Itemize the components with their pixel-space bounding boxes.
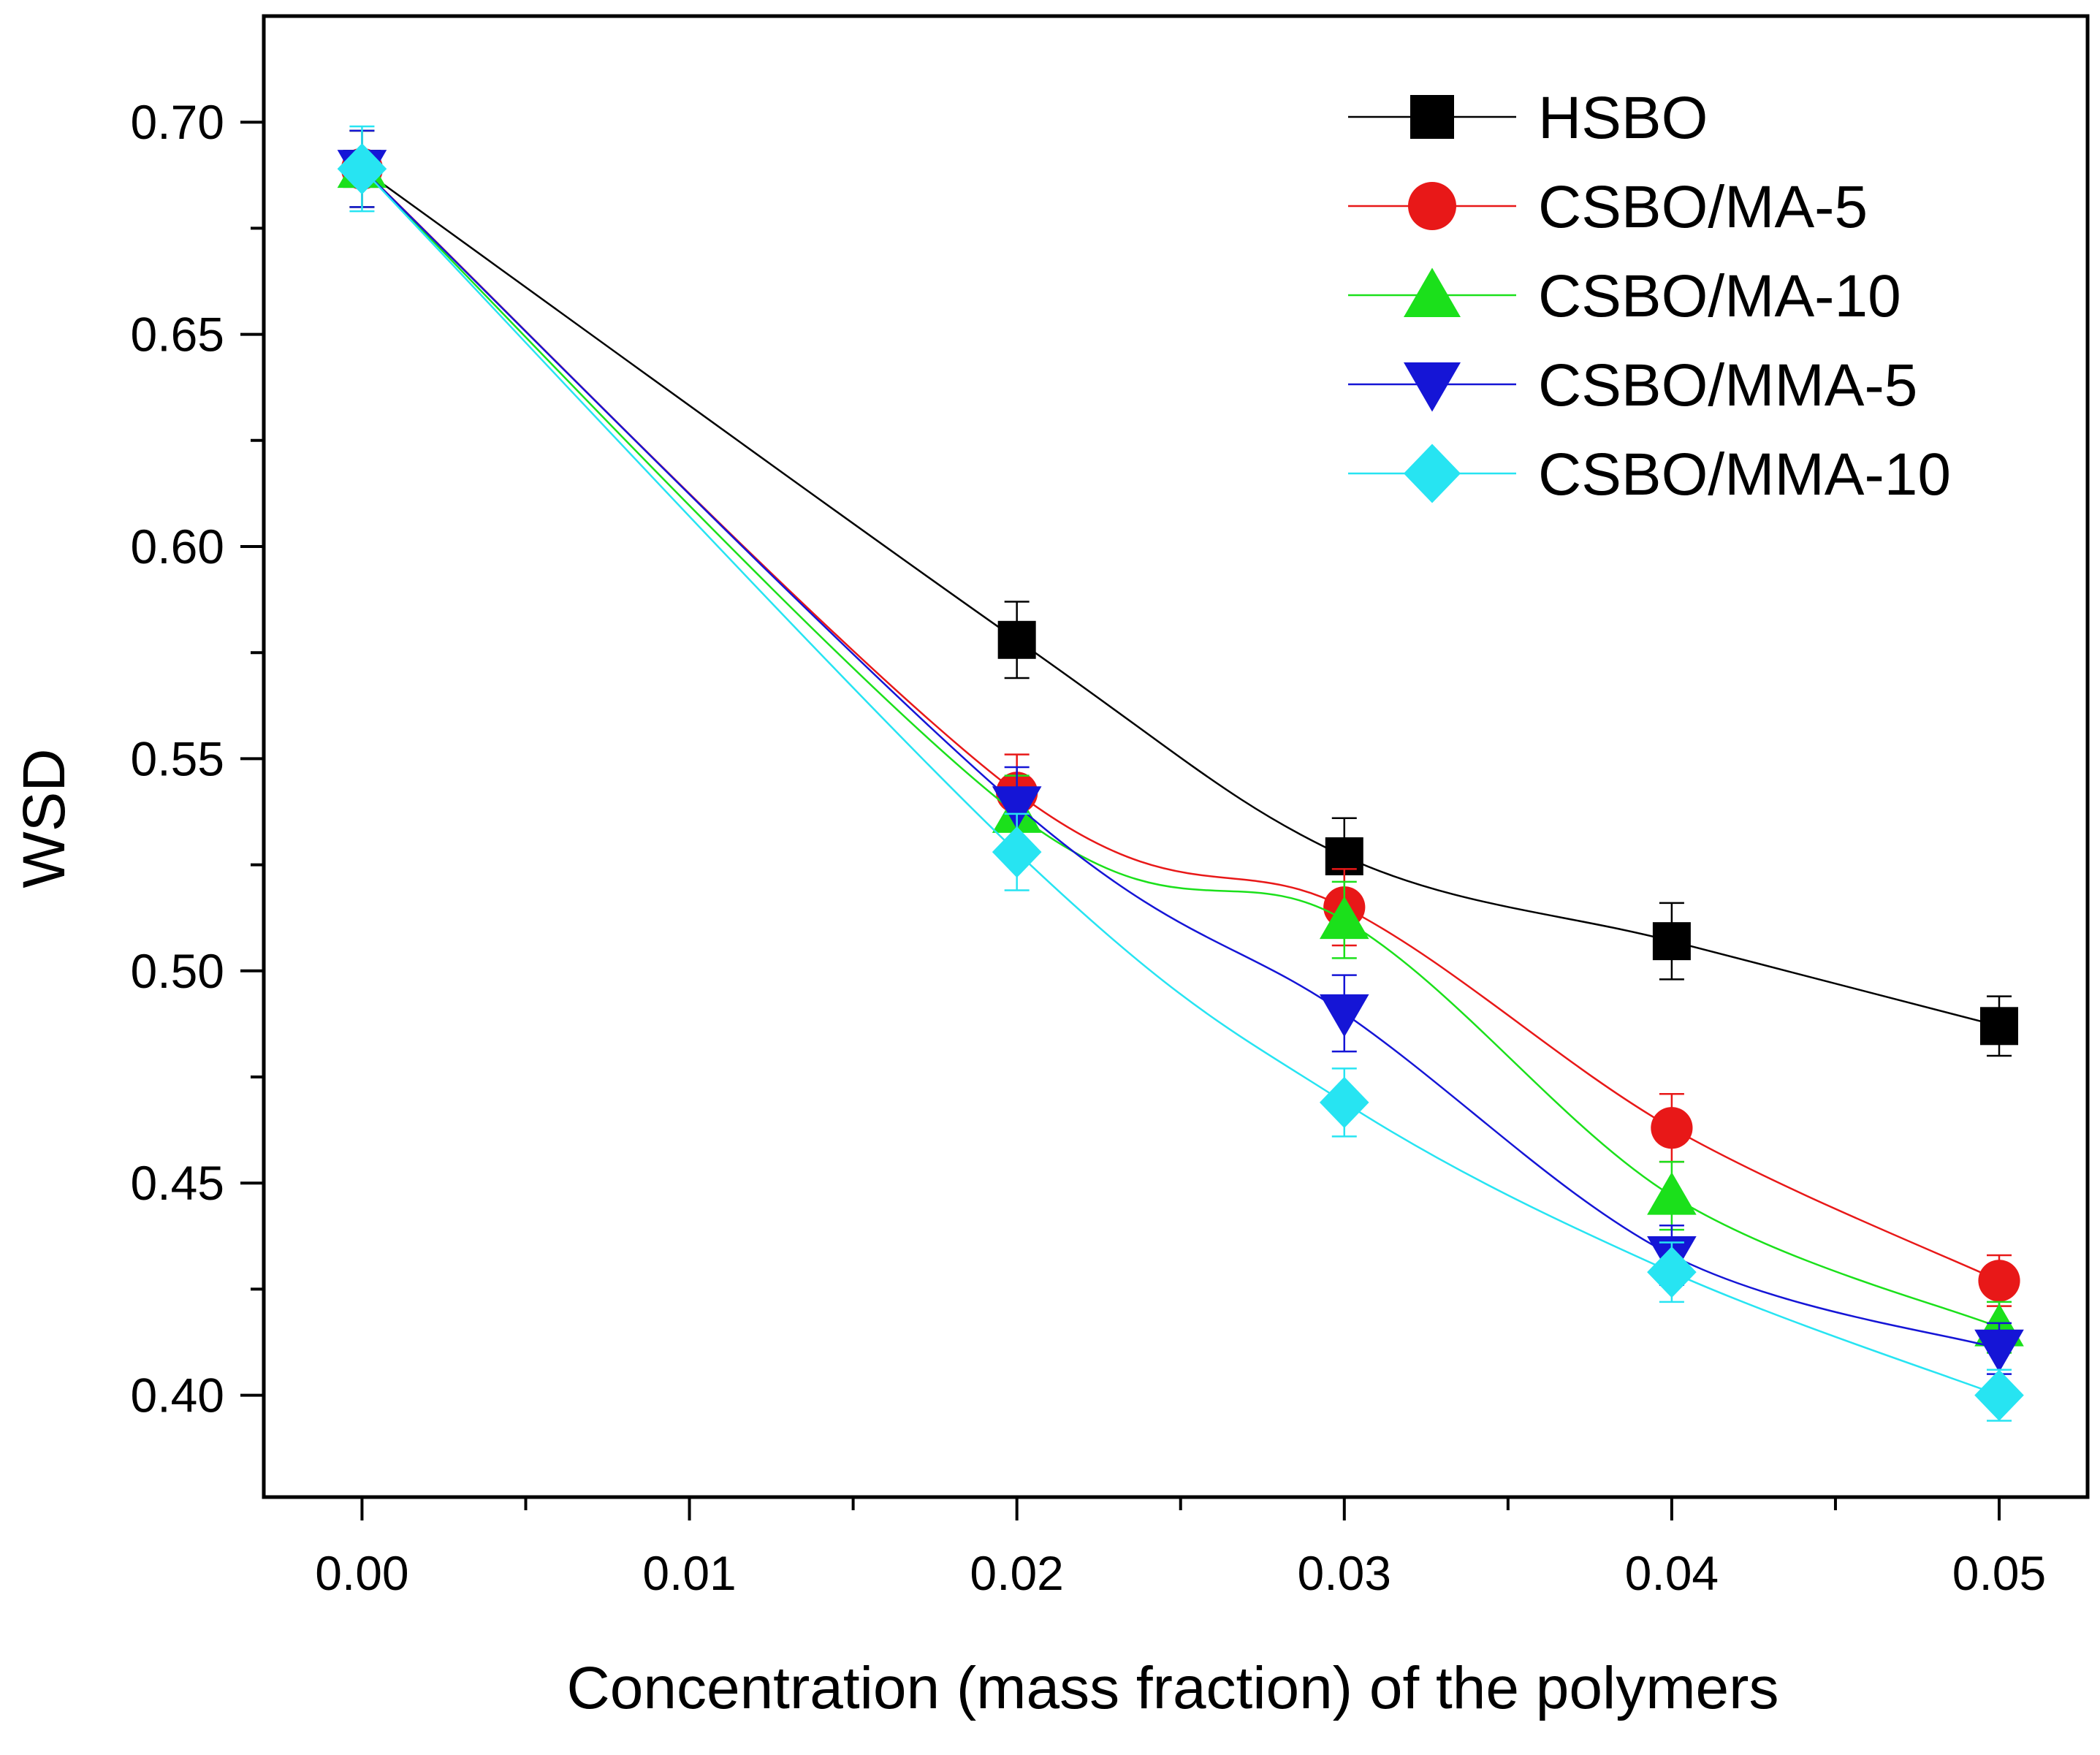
legend-label: CSBO/MMA-5 [1538,352,1917,419]
y-tick-label: 0.70 [131,95,224,149]
series-line [361,168,2000,1027]
data-point [992,786,1042,829]
y-tick-label: 0.45 [131,1156,224,1210]
data-point [1974,1369,2024,1421]
data-point [997,620,1036,659]
data-point [1974,1329,2024,1373]
y-tick-label: 0.55 [131,731,224,785]
y-axis-title: WSD [11,748,77,888]
y-tick-label: 0.65 [131,308,224,362]
y-tick-label: 0.60 [131,519,224,574]
legend: HSBO CSBO/MA-5 CSBO/MA-10 CSBO/MMA-5 CSBO/MM… [1348,85,1951,508]
series-layer [337,125,2024,1422]
plot-frame [262,14,2090,1499]
legend-marker [1410,95,1454,139]
y-tick-label: 0.40 [131,1368,224,1423]
legend-item: CSBO/MMA-5 [1348,352,1917,419]
legend-label: HSBO [1538,85,1708,151]
legend-label: CSBO/MA-5 [1538,174,1868,240]
x-axis-title: Concentration (mass fraction) of the pol… [567,1655,1779,1721]
legend-label: CSBO/MA-10 [1538,263,1901,330]
series-line [361,168,2000,1396]
series-line [361,168,2000,1328]
legend-item: HSBO [1348,85,1708,151]
series-csbo-mma-10 [337,125,2024,1422]
series-line [361,168,2000,1282]
data-point [337,142,387,195]
legend-marker [1404,362,1461,412]
x-tick-label: 0.04 [1625,1546,1719,1600]
data-point [1978,1260,2020,1302]
legend-item: CSBO/MA-10 [1348,263,1901,330]
data-point [992,826,1042,878]
x-tick-label: 0.05 [1952,1546,2046,1600]
data-point [1647,1246,1697,1298]
data-point [1319,896,1369,940]
legend-label: CSBO/MMA-10 [1538,441,1951,508]
data-point [1651,1107,1693,1149]
data-point [1647,1172,1697,1215]
axes-layer: 0.00 0.01 0.02 0.03 0.04 0.05 0.40 0.45 0.50 0.55… [131,14,2090,1600]
x-tick-label: 0.03 [1298,1546,1391,1600]
x-tick-label: 0.00 [315,1546,408,1600]
series-line [361,168,2000,1349]
legend-marker [1404,443,1461,503]
data-point [1319,1076,1369,1128]
data-point [1319,994,1369,1038]
x-tick-label: 0.01 [642,1546,736,1600]
legend-marker [1408,182,1456,230]
legend-item: CSBO/MMA-10 [1348,441,1951,508]
legend-marker [1404,267,1461,317]
x-tick-label: 0.02 [970,1546,1063,1600]
legend-item: CSBO/MA-5 [1348,174,1868,240]
y-tick-label: 0.50 [131,944,224,998]
data-point [1980,1007,2019,1046]
series-hsbo [343,129,2019,1057]
data-point [1652,922,1691,961]
